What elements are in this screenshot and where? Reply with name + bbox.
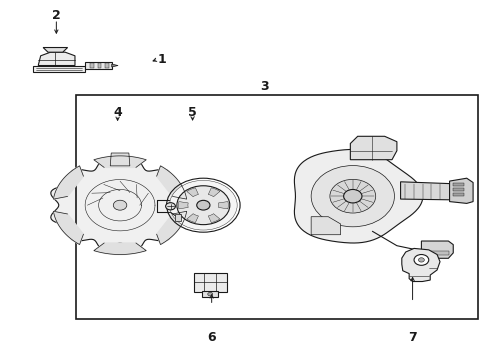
Polygon shape bbox=[33, 66, 85, 72]
Polygon shape bbox=[51, 161, 189, 250]
Polygon shape bbox=[157, 211, 187, 244]
Polygon shape bbox=[53, 211, 83, 244]
Polygon shape bbox=[112, 64, 118, 67]
Bar bbox=[202, 291, 218, 297]
Polygon shape bbox=[38, 52, 75, 66]
Polygon shape bbox=[401, 182, 450, 200]
Bar bbox=[105, 63, 109, 68]
Polygon shape bbox=[110, 153, 130, 166]
Bar bbox=[98, 63, 101, 68]
Bar bbox=[76, 95, 478, 319]
Polygon shape bbox=[208, 214, 220, 222]
Circle shape bbox=[311, 166, 394, 227]
Bar bbox=[454, 193, 465, 196]
Circle shape bbox=[330, 179, 376, 213]
Polygon shape bbox=[311, 217, 341, 235]
Circle shape bbox=[343, 189, 362, 203]
Polygon shape bbox=[402, 248, 440, 282]
Polygon shape bbox=[294, 149, 423, 243]
Polygon shape bbox=[94, 156, 146, 167]
Text: 4: 4 bbox=[113, 106, 122, 119]
Text: 3: 3 bbox=[260, 80, 269, 93]
Circle shape bbox=[414, 255, 429, 265]
Text: 7: 7 bbox=[408, 331, 417, 344]
Bar bbox=[454, 183, 465, 186]
Polygon shape bbox=[219, 202, 228, 209]
Polygon shape bbox=[187, 214, 198, 222]
Polygon shape bbox=[208, 188, 220, 197]
Polygon shape bbox=[187, 188, 198, 197]
Polygon shape bbox=[53, 166, 83, 199]
Circle shape bbox=[208, 292, 213, 296]
Polygon shape bbox=[194, 273, 227, 292]
Polygon shape bbox=[175, 214, 181, 221]
Polygon shape bbox=[350, 136, 397, 160]
Bar bbox=[454, 188, 465, 191]
Polygon shape bbox=[94, 243, 146, 255]
Polygon shape bbox=[157, 166, 187, 199]
Polygon shape bbox=[421, 241, 453, 258]
Circle shape bbox=[113, 200, 127, 210]
Polygon shape bbox=[85, 62, 112, 69]
Text: 1: 1 bbox=[157, 53, 166, 66]
Polygon shape bbox=[178, 202, 188, 209]
Circle shape bbox=[177, 186, 230, 225]
Bar bbox=[90, 63, 94, 68]
Polygon shape bbox=[179, 195, 199, 211]
Circle shape bbox=[166, 203, 175, 210]
Circle shape bbox=[418, 258, 424, 262]
Bar bbox=[425, 251, 449, 256]
Circle shape bbox=[170, 180, 237, 230]
Text: 5: 5 bbox=[188, 106, 197, 119]
Text: 6: 6 bbox=[207, 331, 216, 344]
Text: 2: 2 bbox=[52, 9, 61, 22]
Polygon shape bbox=[450, 178, 473, 203]
Polygon shape bbox=[43, 48, 68, 52]
Circle shape bbox=[196, 200, 210, 210]
